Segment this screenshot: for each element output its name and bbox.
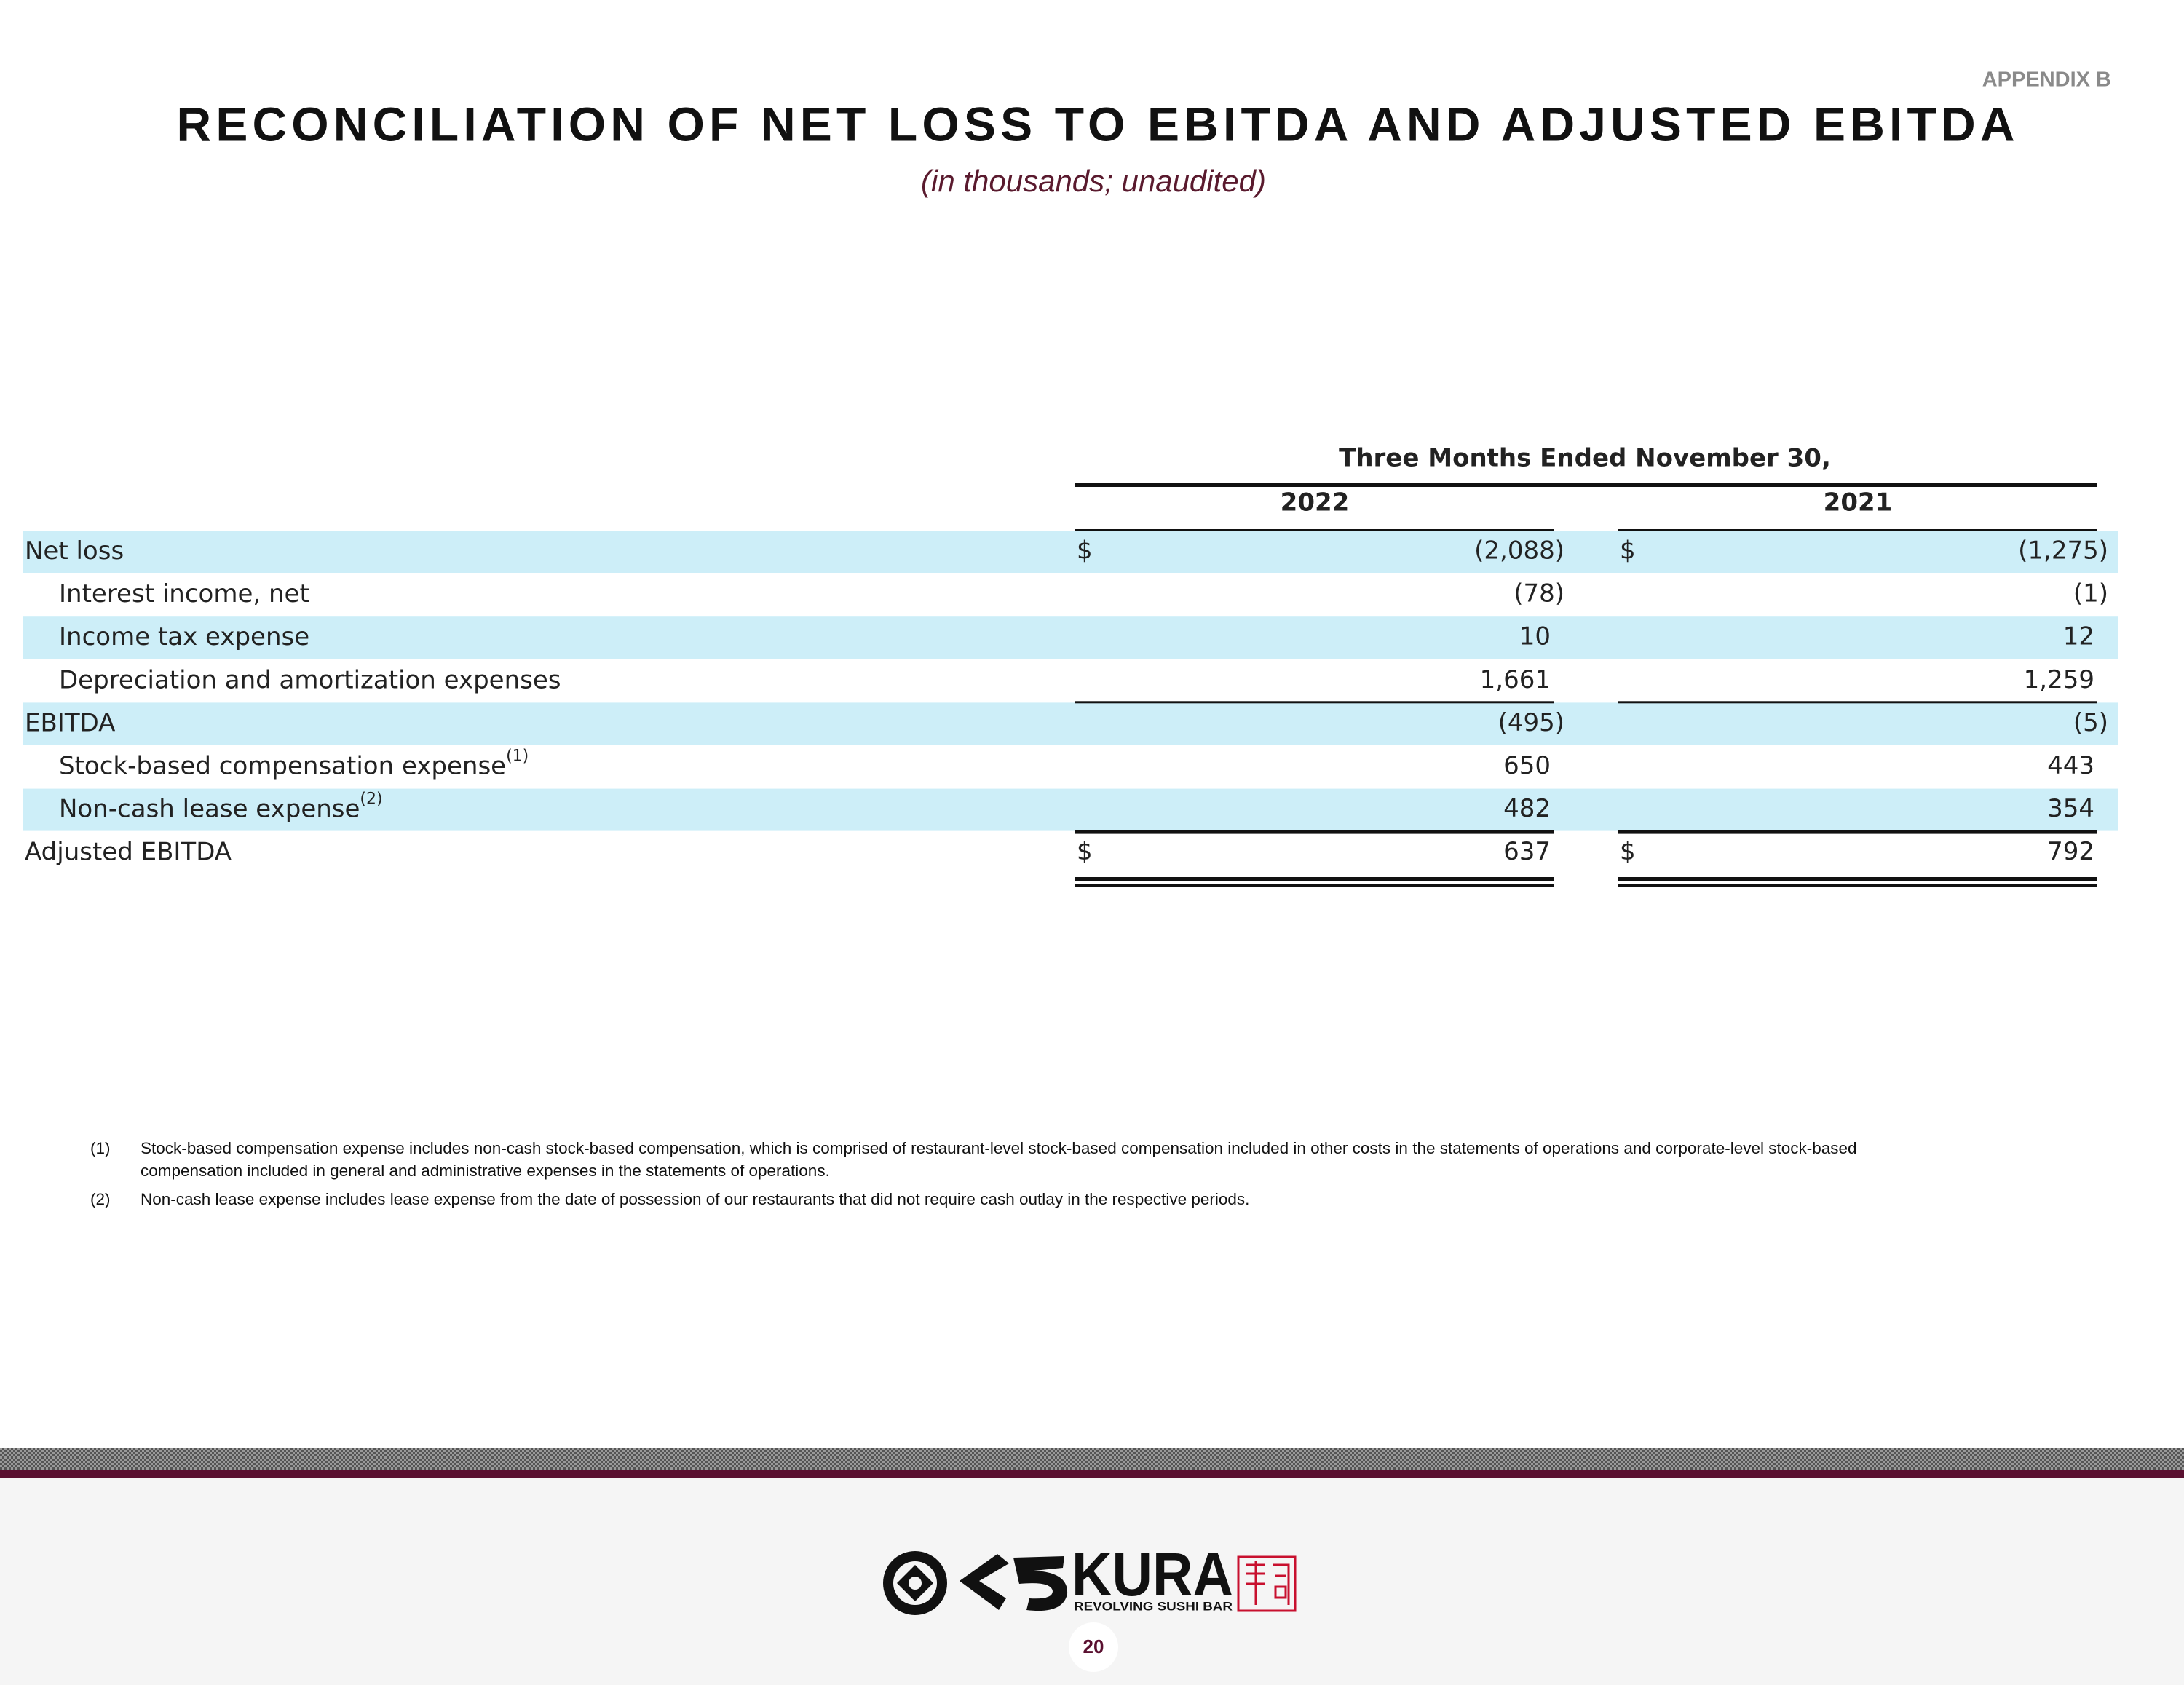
page-number: 20: [1083, 1636, 1104, 1657]
header-rule: [1075, 483, 2097, 487]
cell-value: 637: [1503, 837, 1551, 866]
total-rule: [1075, 884, 1554, 887]
total-rule: [1618, 877, 2097, 881]
cell-value: 650: [1503, 751, 1551, 780]
brand: KURA: [1072, 1540, 1233, 1609]
column-header: 2021: [1824, 488, 1893, 518]
footnote-marker: (1): [90, 1137, 111, 1159]
cell-value: (495): [1498, 708, 1564, 737]
row-shade: [23, 702, 2118, 745]
footnote-text: Non-cash lease expense includes lease ex…: [141, 1188, 1961, 1210]
cell-value: 10: [1519, 622, 1551, 651]
label-text: Net loss: [25, 536, 124, 566]
row-label: Net loss: [25, 536, 124, 566]
footnote-marker: (2): [90, 1188, 111, 1210]
subtotal-rule: [1075, 701, 1554, 703]
row-label: Stock-based compensation expense(1): [59, 748, 529, 781]
subtotal-rule: [1618, 830, 2097, 834]
total-rule: [1075, 877, 1554, 881]
footer-band: [0, 1448, 2184, 1470]
currency: $: [1077, 536, 1093, 566]
cell-value: (1,275): [2018, 536, 2108, 566]
cell-value: 482: [1503, 794, 1551, 823]
column-header: 2022: [1281, 488, 1350, 518]
label-text: Adjusted EBITDA: [25, 837, 232, 866]
footer-rule: [0, 1470, 2184, 1478]
appendix-label: APPENDIX B: [1982, 68, 2111, 92]
row-label: EBITDA: [25, 708, 115, 737]
title: RECONCILIATION OF NET LOSS TO EBITDA AND…: [177, 97, 2015, 151]
footnotes: (1) Stock-based compensation expense incl…: [0, 1137, 2184, 1216]
label-text: Stock-based compensation expense: [59, 751, 506, 780]
label-text: Interest income, net: [59, 579, 309, 608]
row-label: Income tax expense: [59, 622, 309, 651]
footnote: (1) Stock-based compensation expense incl…: [0, 1137, 2184, 1182]
cell-value: 1,661: [1480, 665, 1551, 694]
cell-value: 12: [2063, 622, 2094, 651]
cell-value: (2,088): [1474, 536, 1564, 566]
row-shade: [23, 531, 2118, 573]
subtotal-rule: [1618, 701, 2097, 703]
label-text: Depreciation and amortization expenses: [59, 665, 561, 694]
currency: $: [1077, 837, 1093, 866]
cell-value: 354: [2047, 794, 2094, 823]
cell-value: 443: [2047, 751, 2094, 780]
cell-value: (5): [2073, 708, 2108, 737]
row-label: Non-cash lease expense(2): [59, 790, 383, 824]
subtotal-rule: [1075, 830, 1554, 834]
label-text: Income tax expense: [59, 622, 309, 651]
subtitle: (in thousands; unaudited): [921, 164, 1266, 198]
row-label: Depreciation and amortization expenses: [59, 665, 561, 694]
cell-value: 1,259: [2024, 665, 2094, 694]
footnote-ref: (2): [360, 790, 382, 809]
label-text: EBITDA: [25, 708, 115, 737]
row-label: Interest income, net: [59, 579, 309, 608]
cell-value: 792: [2047, 837, 2094, 866]
label-text: Non-cash lease expense: [59, 794, 360, 823]
footnote-text: Stock-based compensation expense include…: [141, 1137, 1961, 1182]
period-header: Three Months Ended November 30,: [1339, 444, 1831, 473]
footnote: (2) Non-cash lease expense includes lease…: [0, 1188, 2184, 1210]
cell-value: (1): [2073, 579, 2108, 608]
currency: $: [1620, 837, 1636, 866]
footnote-ref: (1): [506, 748, 529, 766]
total-rule: [1618, 884, 2097, 887]
row-shade: [23, 616, 2118, 659]
tagline: REVOLVING SUSHI BAR: [1074, 1599, 1233, 1613]
cell-value: (78): [1514, 579, 1564, 608]
currency: $: [1620, 536, 1636, 566]
row-label: Adjusted EBITDA: [25, 837, 232, 866]
